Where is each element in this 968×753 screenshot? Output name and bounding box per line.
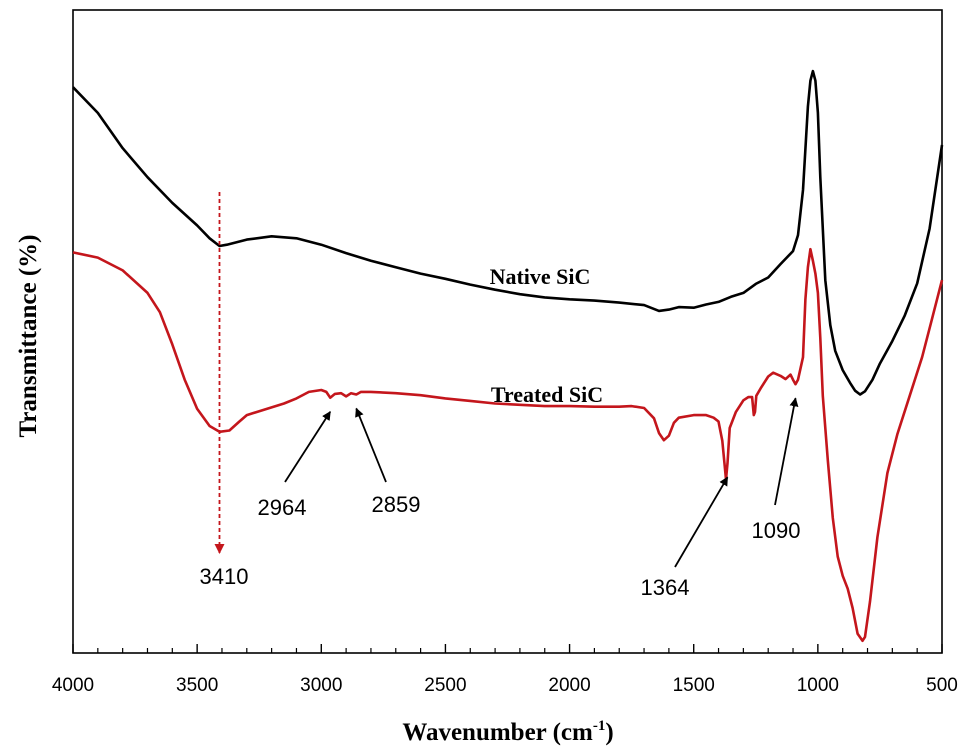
peak-label-2859: 2859 [372,492,421,517]
peak-label-1364: 1364 [641,575,690,600]
x-tick-label: 1000 [797,675,839,696]
series-layer: Native SiC Treated SiC [72,69,944,643]
peak-arrow-2859 [355,407,387,483]
series-line-native-sic [72,69,944,396]
x-tick-label: 1500 [673,675,715,696]
peak-arrow-1090 [774,397,799,506]
y-axis-title: Transmittance (%) [15,235,42,438]
peak-label-2964: 2964 [258,495,307,520]
peak-arrow-1364 [674,476,729,568]
x-tick-label: 2000 [548,675,590,696]
series-line-treated-sic [72,247,944,643]
series-label-native-sic: Native SiC [490,264,591,289]
x-tick-label: 500 [926,675,958,696]
peak-label-1090: 1090 [752,518,801,543]
x-axis-title: Wavenumber (cm-1) [402,718,613,746]
peak-label-3410: 3410 [200,564,249,589]
x-tick-label: 4000 [52,675,94,696]
x-tick-label: 2500 [424,675,466,696]
plot-frame [72,9,943,654]
series-label-treated-sic: Treated SiC [491,382,603,407]
x-axis-ticks: 4000 3500 3000 2500 2000 1500 1000 500 [52,644,958,696]
x-tick-label: 3000 [300,675,342,696]
x-tick-label: 3500 [176,675,218,696]
peak-arrow-2964 [284,410,331,483]
annotation-layer: 3410 2964 2859 1364 1090 [200,192,801,600]
